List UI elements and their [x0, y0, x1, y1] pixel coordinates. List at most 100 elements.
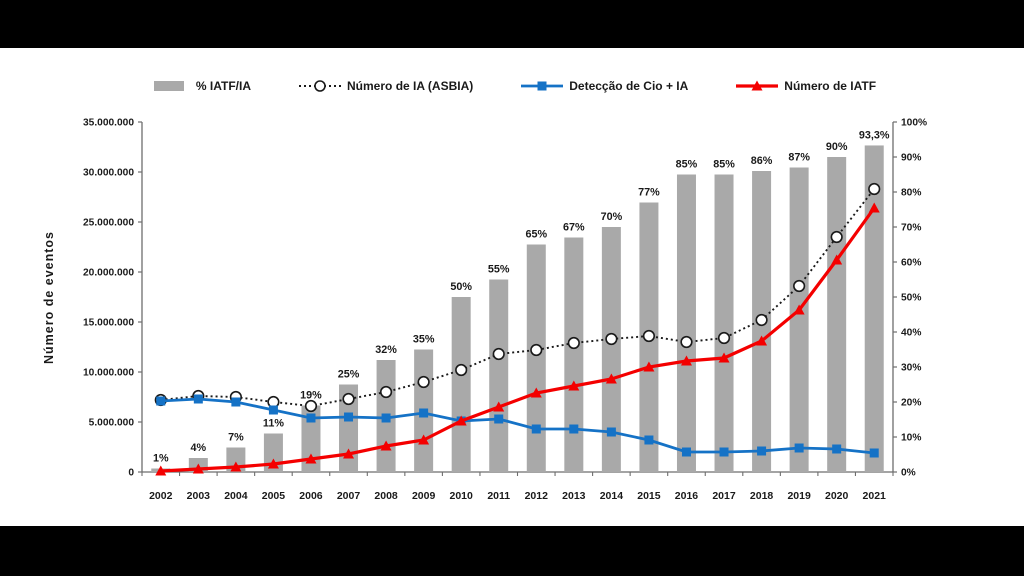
bar-label: 4% [191, 442, 207, 454]
bar [339, 384, 359, 472]
svg-text:60%: 60% [901, 258, 921, 269]
triangle-marker [831, 254, 843, 265]
legend-label: Número de IA (ASBIA) [347, 79, 474, 93]
x-axis-year-label: 2007 [337, 490, 361, 502]
bar [301, 405, 321, 472]
svg-text:25.000.000: 25.000.000 [83, 218, 134, 229]
triangle-marker [568, 380, 580, 391]
bar-label: 25% [338, 369, 360, 381]
circle-marker [755, 313, 768, 327]
svg-text:30.000.000: 30.000.000 [83, 168, 134, 179]
x-axis-year-label: 2011 [487, 490, 510, 502]
square-marker [681, 447, 691, 457]
circle-marker [717, 331, 731, 345]
svg-text:0%: 0% [901, 468, 916, 479]
circle-marker [793, 279, 806, 293]
bar [451, 297, 471, 472]
circle-marker [642, 329, 656, 343]
triangle-marker [793, 304, 805, 315]
bar [789, 167, 809, 472]
legend-item-numero-de-iatf: Número de IATF [736, 79, 876, 93]
square-marker [381, 413, 391, 423]
square-marker [832, 444, 842, 454]
square-marker [757, 446, 767, 456]
legend-item-deteccao-de-cio-ia: Detecção de Cio + IA [521, 79, 688, 93]
red-triangle-line-icon [736, 79, 779, 93]
x-axis-year-label: 2018 [750, 490, 774, 502]
left-axis-title: Número de eventos [42, 230, 56, 364]
triangle-marker [343, 448, 355, 459]
chart-legend: % IATF/IA Número de IA (ASBIA) Detecção … [0, 79, 1024, 93]
circle-marker [868, 182, 881, 196]
svg-text:0: 0 [128, 468, 134, 479]
bar-percent-labels: 1% 4% 7% 11% 19% 25% 32% 35% 50% 55% 65% 67% 70% 77% 8… [153, 129, 890, 464]
square-marker [719, 447, 729, 457]
x-axis-year-label: 2006 [299, 490, 323, 502]
x-axis-year-label: 2016 [675, 490, 699, 502]
legend-label: Detecção de Cio + IA [569, 79, 689, 93]
bars-series-pct-iatf-ia [151, 145, 884, 472]
square-marker [606, 427, 616, 437]
circle-marker [379, 385, 393, 399]
svg-text:15.000.000: 15.000.000 [83, 318, 134, 329]
bar-swatch-icon [148, 79, 190, 93]
axes [141, 122, 894, 473]
svg-text:90%: 90% [901, 153, 921, 164]
square-marker [268, 405, 278, 415]
bar [676, 174, 696, 472]
x-axis-year-label: 2003 [187, 490, 211, 502]
triangle-marker [155, 465, 167, 476]
circle-marker [680, 335, 693, 349]
x-axis-year-label: 2002 [149, 490, 173, 502]
bar-label: 93,3% [859, 129, 890, 141]
square-marker [869, 448, 879, 458]
square-marker [306, 413, 316, 423]
bar-label: 19% [300, 390, 322, 402]
triangle-marker [230, 461, 242, 472]
right-axis-ticks: 0% 10% 20% 30% 40% 50% 60% 70% 80% 90% 100% [893, 118, 927, 479]
square-marker [419, 408, 429, 418]
bar-label: 1% [153, 453, 169, 465]
bar [864, 145, 884, 472]
legend-label: % IATF/IA [195, 79, 252, 93]
bar-label: 65% [525, 229, 547, 241]
bar-label: 70% [601, 211, 623, 223]
letterbox-top-band [0, 0, 1024, 48]
legend-label: Número de IATF [784, 79, 877, 93]
triangle-marker [380, 440, 392, 451]
square-marker [193, 394, 203, 404]
circle-marker [304, 399, 318, 413]
bar-label: 87% [788, 152, 810, 164]
legend-item-pct-iatf-ia: % IATF/IA [148, 79, 251, 93]
svg-text:35.000.000: 35.000.000 [83, 118, 134, 129]
bar-label: 85% [676, 159, 698, 171]
x-axis-year-label: 2013 [562, 490, 586, 502]
bar-label: 55% [488, 264, 510, 276]
x-axis-year-label: 2014 [600, 490, 624, 502]
x-axis-year-label: 2020 [825, 490, 849, 502]
bar-label: 7% [228, 432, 244, 444]
bar-label: 32% [375, 344, 397, 356]
x-axis-year-label: 2017 [712, 490, 736, 502]
triangle-marker [455, 415, 467, 426]
triangle-marker [605, 373, 617, 384]
square-marker [231, 397, 241, 407]
svg-text:5.000.000: 5.000.000 [89, 418, 135, 429]
circle-marker [567, 336, 580, 350]
svg-text:30%: 30% [901, 363, 921, 374]
bar-label: 67% [563, 222, 585, 234]
triangle-marker [192, 463, 204, 474]
svg-text:40%: 40% [901, 328, 921, 339]
bar-label: 35% [413, 334, 435, 346]
dotted-circle-line-icon [299, 79, 342, 93]
triangle-marker [756, 335, 768, 346]
svg-text:10%: 10% [901, 433, 921, 444]
circle-marker [342, 392, 355, 406]
bar-label: 86% [751, 155, 773, 167]
bar-label: 90% [826, 141, 848, 153]
square-marker [494, 414, 504, 424]
x-axis-year-label: 2010 [449, 490, 473, 502]
svg-text:80%: 80% [901, 188, 921, 199]
bar [526, 244, 546, 472]
